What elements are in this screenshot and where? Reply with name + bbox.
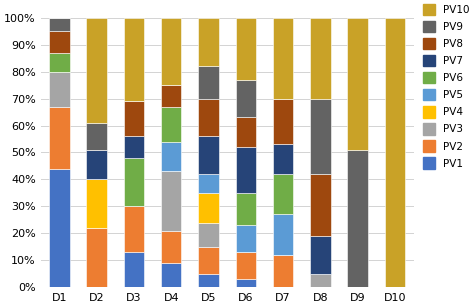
Legend: PV10, PV9, PV8, PV7, PV6, PV5, PV4, PV3, PV2, PV1: PV10, PV9, PV8, PV7, PV6, PV5, PV4, PV3,… [422, 4, 470, 169]
Bar [49, 53, 70, 72]
Bar [347, 150, 368, 287]
Bar [198, 66, 219, 99]
Bar [310, 17, 331, 99]
Bar [273, 17, 293, 99]
Bar [198, 223, 219, 247]
Bar [198, 274, 219, 287]
Bar [236, 225, 256, 252]
Bar [86, 123, 107, 150]
Bar [236, 147, 256, 193]
Bar [124, 206, 144, 252]
Bar [273, 255, 293, 287]
Bar [198, 174, 219, 193]
Bar [86, 228, 107, 287]
Bar [161, 171, 182, 231]
Bar [236, 252, 256, 279]
Bar [124, 158, 144, 206]
Bar [385, 17, 405, 287]
Bar [49, 107, 70, 169]
Bar [161, 85, 182, 107]
Bar [49, 31, 70, 53]
Bar [236, 117, 256, 147]
Bar [161, 231, 182, 263]
Bar [347, 17, 368, 150]
Bar [161, 107, 182, 142]
Bar [273, 174, 293, 215]
Bar [198, 99, 219, 136]
Bar [198, 193, 219, 223]
Bar [124, 17, 144, 101]
Bar [198, 247, 219, 274]
Bar [236, 193, 256, 225]
Bar [49, 72, 70, 107]
Bar [124, 136, 144, 158]
Bar [124, 252, 144, 287]
Bar [310, 99, 331, 174]
Bar [49, 169, 70, 287]
Bar [161, 17, 182, 85]
Bar [161, 142, 182, 171]
Bar [273, 215, 293, 255]
Bar [86, 17, 107, 123]
Bar [310, 274, 331, 287]
Bar [86, 179, 107, 228]
Bar [310, 236, 331, 274]
Bar [273, 144, 293, 174]
Bar [236, 279, 256, 287]
Bar [198, 17, 219, 66]
Bar [49, 17, 70, 31]
Bar [86, 150, 107, 179]
Bar [236, 17, 256, 80]
Bar [273, 99, 293, 144]
Bar [198, 136, 219, 174]
Bar [161, 263, 182, 287]
Bar [124, 101, 144, 136]
Bar [310, 174, 331, 236]
Bar [236, 80, 256, 117]
